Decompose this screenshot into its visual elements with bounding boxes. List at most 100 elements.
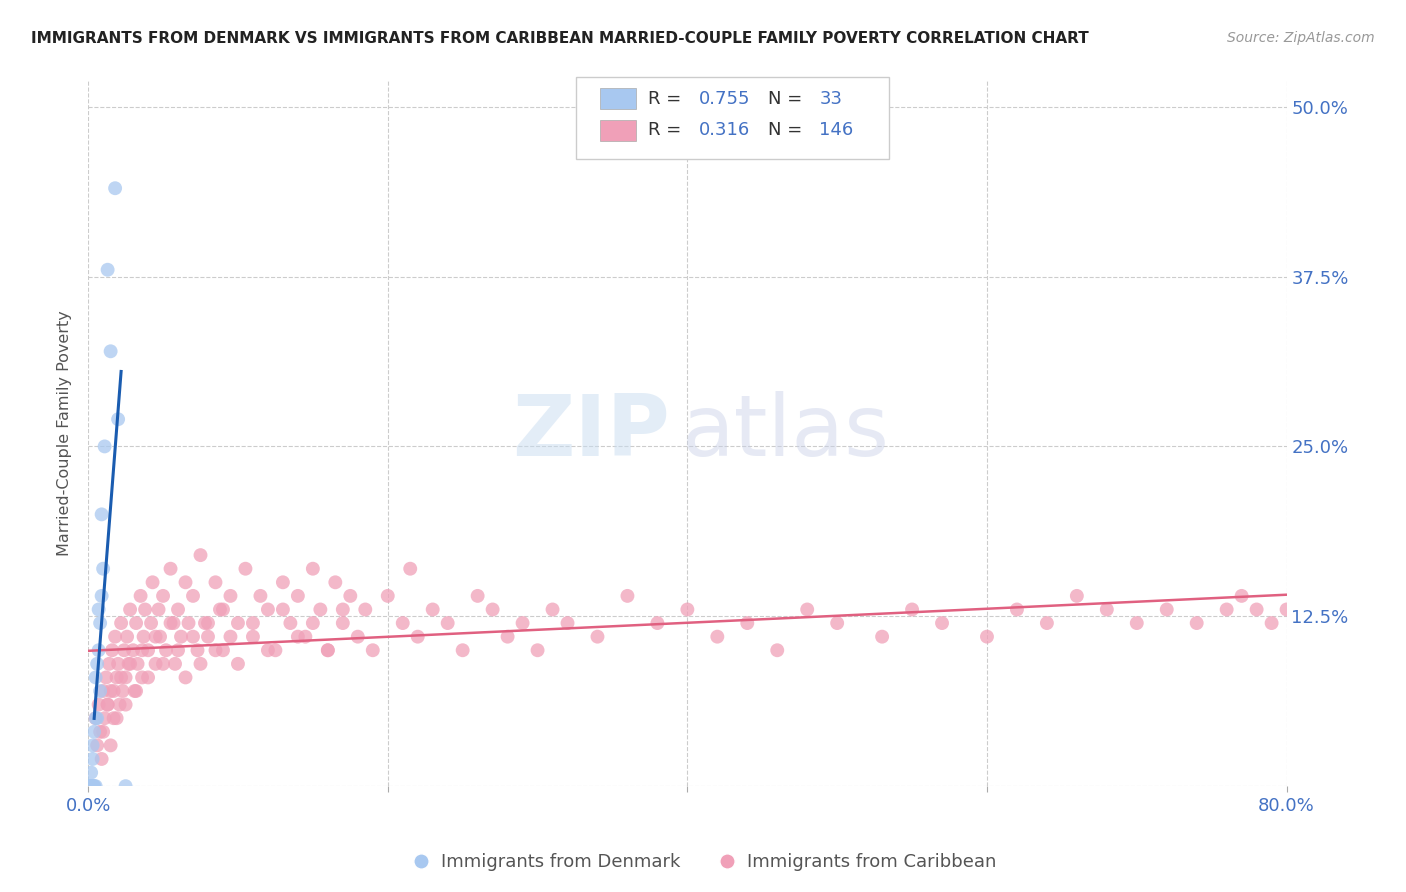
Point (103, 684, 125, 698)
Point (110, 670, 132, 684)
Point (870, 630, 893, 644)
Point (100, 684, 122, 698)
Point (1275, 602, 1298, 616)
Point (86, 657, 108, 671)
Point (108, 698, 131, 712)
Point (105, 711, 128, 725)
Point (148, 602, 170, 616)
Point (976, 630, 998, 644)
Point (159, 562, 181, 576)
Point (1126, 616, 1149, 631)
Point (149, 630, 172, 644)
Point (104, 181, 127, 195)
Point (197, 630, 219, 644)
Point (112, 643, 135, 657)
Point (115, 630, 138, 644)
Point (1005, 602, 1028, 616)
Point (82, 779, 104, 793)
Point (332, 616, 354, 631)
Text: ZIP: ZIP (512, 392, 669, 475)
Legend: Immigrants from Denmark, Immigrants from Caribbean: Immigrants from Denmark, Immigrants from… (402, 847, 1004, 879)
Point (323, 575, 346, 590)
Point (219, 589, 242, 603)
Point (316, 643, 339, 657)
Point (117, 657, 139, 671)
Point (481, 602, 503, 616)
Point (194, 616, 217, 631)
Text: N =: N = (768, 121, 801, 139)
Point (1230, 589, 1253, 603)
Point (1246, 602, 1268, 616)
Point (145, 657, 167, 671)
Point (181, 630, 204, 644)
Point (557, 616, 579, 631)
Point (901, 602, 924, 616)
Point (377, 589, 399, 603)
Point (271, 575, 294, 590)
Point (1185, 616, 1208, 631)
Point (134, 602, 156, 616)
Point (91, 562, 114, 576)
Text: R =: R = (648, 121, 686, 139)
Point (111, 684, 134, 698)
Point (139, 616, 162, 631)
Point (131, 670, 153, 684)
Point (84, 670, 107, 684)
Point (97, 262, 120, 277)
Point (90, 752, 112, 766)
Point (100, 739, 122, 753)
Point (120, 657, 142, 671)
Point (294, 630, 316, 644)
Point (79, 779, 101, 793)
Point (186, 643, 208, 657)
FancyBboxPatch shape (600, 88, 636, 109)
Point (399, 562, 422, 576)
Point (132, 630, 155, 644)
Point (84, 711, 107, 725)
Point (87, 698, 110, 712)
Point (280, 616, 302, 631)
Point (103, 711, 125, 725)
Point (159, 616, 181, 631)
Point (1036, 616, 1059, 631)
Point (89, 684, 111, 698)
Point (97, 698, 120, 712)
Point (125, 684, 148, 698)
Point (541, 602, 564, 616)
Text: R =: R = (648, 89, 686, 108)
Point (86, 739, 108, 753)
Point (436, 616, 458, 631)
Point (197, 616, 219, 631)
Point (114, 779, 136, 793)
Point (226, 657, 249, 671)
Point (287, 630, 309, 644)
Point (422, 602, 444, 616)
Point (98, 657, 121, 671)
Point (79, 779, 101, 793)
Point (796, 602, 818, 616)
Point (80, 765, 103, 780)
Point (83, 779, 105, 793)
Point (706, 630, 728, 644)
Point (91, 684, 114, 698)
Point (181, 589, 204, 603)
FancyBboxPatch shape (600, 120, 636, 141)
Point (586, 630, 609, 644)
Point (346, 630, 368, 644)
Point (107, 657, 129, 671)
Point (89, 724, 111, 739)
Point (83, 724, 105, 739)
Text: 146: 146 (820, 121, 853, 139)
Point (152, 657, 174, 671)
Point (302, 562, 325, 576)
Y-axis label: Married-Couple Family Poverty: Married-Couple Family Poverty (58, 310, 72, 556)
Point (152, 589, 174, 603)
Point (235, 562, 257, 576)
Point (82, 739, 104, 753)
Point (89, 616, 111, 631)
Point (84, 711, 107, 725)
Point (212, 602, 235, 616)
Point (257, 643, 280, 657)
Point (174, 575, 197, 590)
Point (616, 589, 638, 603)
